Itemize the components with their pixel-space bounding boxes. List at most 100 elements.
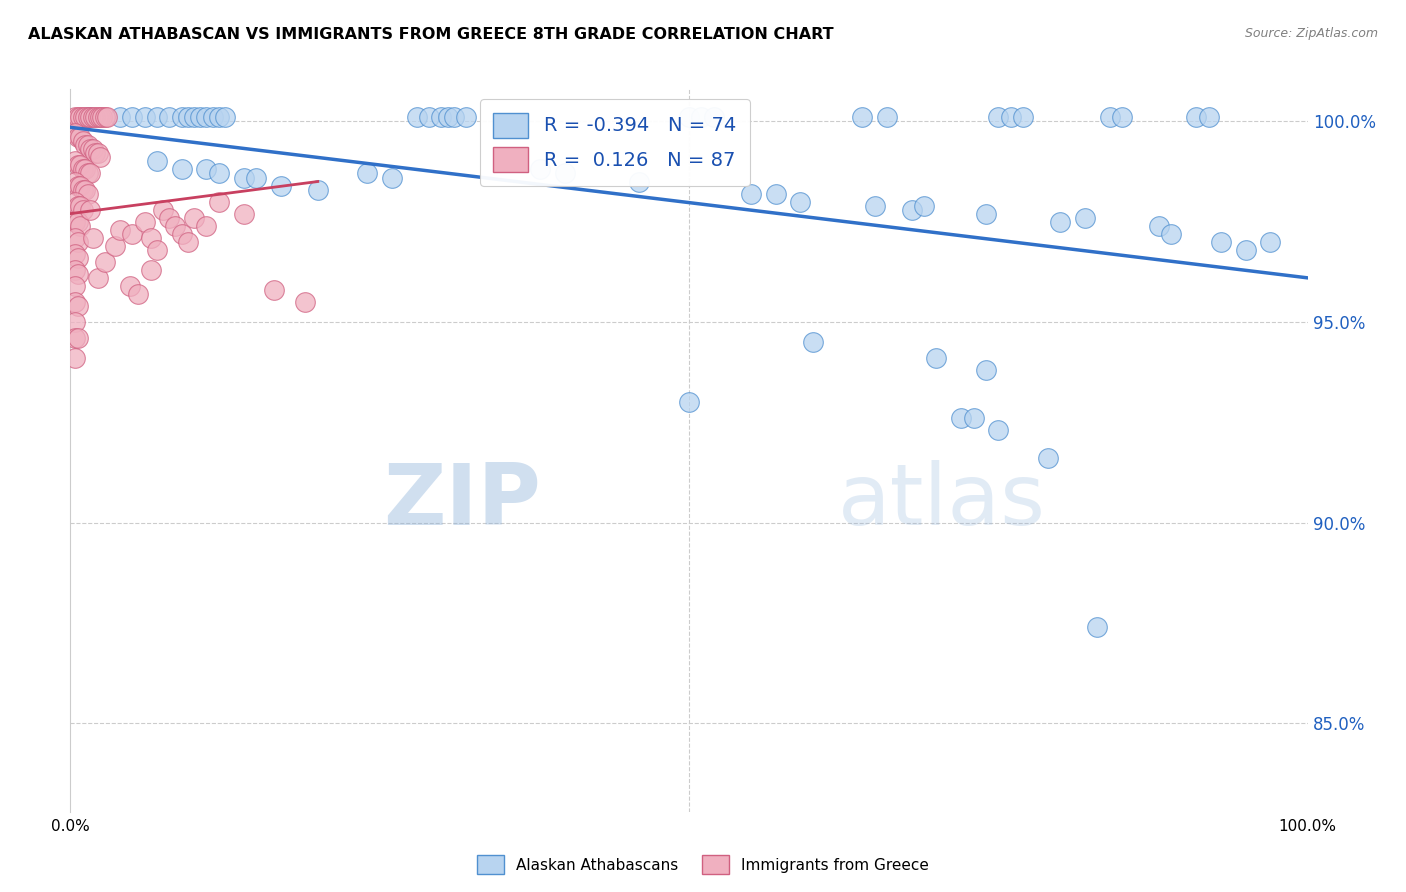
Point: [69, 130, 91, 145]
Point: [108, 223, 131, 237]
Point: [177, 111, 200, 125]
Point: [765, 186, 787, 201]
Point: [72, 202, 94, 217]
Point: [118, 279, 141, 293]
Point: [69, 178, 91, 193]
Point: [84, 146, 107, 161]
Point: [72, 111, 94, 125]
Point: [66, 130, 89, 145]
Point: [263, 283, 285, 297]
Point: [974, 363, 997, 377]
Point: [79, 167, 101, 181]
Point: [177, 235, 200, 249]
Point: [75, 111, 97, 125]
Point: [139, 263, 162, 277]
Point: [1209, 235, 1232, 249]
Point: [82, 143, 104, 157]
Point: [146, 154, 169, 169]
Point: [86, 146, 108, 161]
Point: [1185, 111, 1208, 125]
Point: [1260, 235, 1282, 249]
Point: [72, 162, 94, 177]
Point: [134, 215, 156, 229]
Point: [678, 111, 700, 125]
Point: [66, 199, 89, 213]
Point: [76, 167, 98, 181]
Point: [66, 178, 89, 193]
Point: [900, 202, 922, 217]
Point: [443, 111, 465, 125]
Point: [94, 255, 117, 269]
Point: [987, 111, 1010, 125]
Point: [356, 167, 378, 181]
Point: [127, 287, 149, 301]
Point: [75, 162, 97, 177]
Point: [84, 111, 107, 125]
Point: [170, 162, 193, 177]
Point: [75, 138, 97, 153]
Point: [76, 111, 98, 125]
Point: [134, 111, 156, 125]
Point: [89, 151, 111, 165]
Point: [703, 111, 725, 125]
Point: [876, 111, 898, 125]
Point: [104, 239, 127, 253]
Point: [79, 111, 101, 125]
Point: [195, 162, 218, 177]
Point: [801, 335, 824, 350]
Point: [77, 111, 100, 125]
Point: [66, 299, 89, 313]
Point: [950, 411, 973, 425]
Point: [139, 231, 162, 245]
Point: [436, 111, 458, 125]
Point: [69, 111, 91, 125]
Point: [157, 111, 180, 125]
Point: [65, 247, 87, 261]
Point: [962, 411, 984, 425]
Text: Source: ZipAtlas.com: Source: ZipAtlas.com: [1244, 27, 1378, 40]
Point: [69, 219, 91, 233]
Point: [1074, 211, 1097, 225]
Point: [91, 111, 114, 125]
Point: [208, 194, 231, 209]
Point: [1012, 111, 1035, 125]
Point: [65, 215, 87, 229]
Point: [121, 227, 143, 241]
Point: [76, 186, 98, 201]
Point: [79, 143, 101, 157]
Point: [214, 111, 236, 125]
Point: [66, 331, 89, 345]
Point: [456, 111, 478, 125]
Point: [94, 111, 117, 125]
Point: [121, 111, 143, 125]
Point: [76, 138, 98, 153]
Point: [66, 159, 89, 173]
Point: [851, 111, 873, 125]
Point: [65, 194, 87, 209]
Point: [232, 207, 254, 221]
Point: [1098, 111, 1121, 125]
Point: [1147, 219, 1170, 233]
Point: [307, 183, 329, 197]
Point: [146, 111, 169, 125]
Point: [86, 111, 108, 125]
Point: [79, 202, 101, 217]
Point: [1000, 111, 1022, 125]
Point: [75, 183, 97, 197]
Point: [170, 111, 193, 125]
Point: [863, 199, 886, 213]
Point: [912, 199, 935, 213]
Point: [405, 111, 427, 125]
Point: [65, 231, 87, 245]
Point: [65, 127, 87, 141]
Point: [82, 111, 104, 125]
Point: [86, 271, 108, 285]
Point: [789, 194, 811, 209]
Point: [418, 111, 440, 125]
Point: [1085, 620, 1108, 634]
Point: [183, 211, 205, 225]
Point: [65, 111, 87, 125]
Point: [1160, 227, 1182, 241]
Point: [65, 279, 87, 293]
Point: [381, 170, 404, 185]
